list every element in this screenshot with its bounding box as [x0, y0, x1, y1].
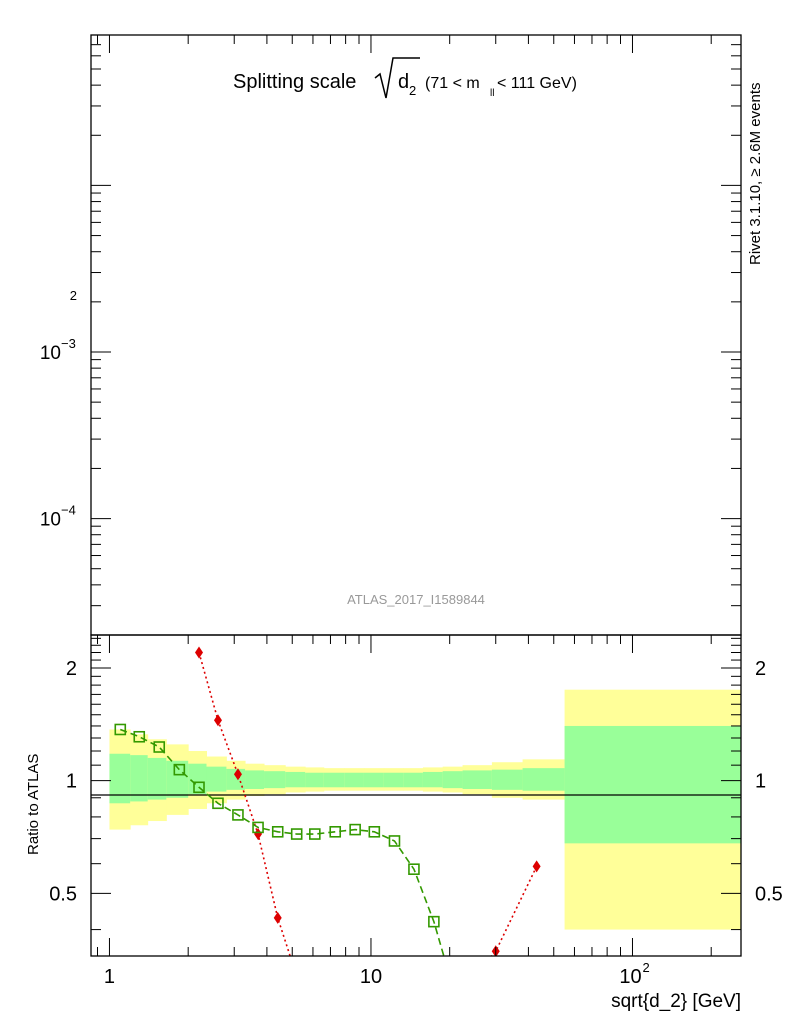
series-3-point [349, 823, 361, 836]
band-inner-bin [285, 771, 306, 788]
series-3-point [114, 723, 127, 736]
series-3-point [408, 863, 420, 875]
chart-title-var-sub: 2 [409, 83, 416, 98]
rivet-label: Rivet 3.1.10, ≥ 2.6M events [747, 83, 764, 266]
series-3-point [290, 828, 303, 840]
series-3-point [133, 730, 146, 743]
series-3-point [212, 797, 224, 810]
series-1-point [273, 911, 282, 924]
main-y-tick-label-exponent: −3 [61, 336, 76, 351]
band-inner-bin [564, 725, 741, 844]
svg-text:Splitting scale: Splitting scale [233, 71, 356, 93]
svg-text:(71 < m: (71 < m [425, 75, 480, 92]
ratio-y-tick-label: 1 [66, 771, 77, 793]
x-axis-label: sqrt{d_2} [GeV] [611, 991, 741, 1012]
series-3-point [309, 828, 321, 840]
series-3-point [173, 763, 186, 776]
series-3-point [232, 809, 244, 821]
band-inner-bin [305, 772, 325, 788]
band-inner-bin [166, 760, 189, 798]
band-inner-bin [403, 772, 424, 788]
band-inner-bin [264, 771, 286, 789]
series-3-point [368, 826, 381, 838]
series-2-point [532, 860, 541, 873]
band-inner-bin [130, 755, 149, 802]
x-tick-label-exponent: 2 [642, 960, 649, 975]
band-inner-bin [422, 771, 444, 788]
svg-text:d: d [398, 71, 409, 93]
ratio-y-tick-label-right: 2 [755, 658, 766, 680]
series-1-point [254, 828, 263, 841]
series-2-point [471, 970, 479, 982]
band-inner-bin [147, 757, 167, 800]
chart-title-range-pre: (71 < m [425, 75, 480, 92]
series-3-point [153, 741, 166, 753]
series-3-line [119, 728, 445, 956]
ratio-y-tick-label: 2 [66, 658, 77, 680]
series-3-point [388, 835, 401, 847]
y-axis-label-ratio: Ratio to ATLAS [25, 754, 42, 855]
band-inner-bin [442, 771, 464, 789]
series-2-line [490, 866, 538, 956]
x-tick-label: 10 [360, 966, 382, 988]
band-inner-bin [462, 770, 493, 789]
main-y-tick-label: 10 [40, 343, 61, 364]
band-inner-bin [363, 772, 385, 788]
band-inner-bin [206, 766, 227, 792]
main-y-tick-label-exponent: −4 [61, 503, 76, 518]
band-inner-bin [383, 772, 404, 788]
ratio-series [114, 646, 541, 982]
series-1-point [195, 646, 204, 659]
band-inner-bin [491, 769, 524, 790]
series-3-point [428, 915, 440, 928]
series-3-point [271, 826, 284, 838]
chart-title: Splitting scale d 2 (71 < m ll < 111 GeV… [233, 57, 577, 99]
svg-text:2: 2 [409, 83, 416, 98]
svg-text:< 111 GeV): < 111 GeV) [497, 75, 577, 92]
series-3-point [329, 826, 342, 838]
band-inner-bin [323, 772, 345, 788]
main-y-tick-label: 10 [40, 510, 61, 531]
chart-title-range-sub: ll [490, 88, 494, 99]
ratio-y-tick-label: 0.5 [49, 883, 77, 905]
band-inner-bin [188, 763, 207, 795]
series-1-point [293, 970, 301, 982]
series-3-point [193, 781, 205, 794]
series-1-point [213, 714, 222, 727]
band-inner-bin [522, 768, 566, 791]
band-inner-bin [245, 770, 265, 789]
ratio-bands [109, 689, 741, 930]
series-3-point [445, 971, 455, 981]
svg-text:ll: ll [490, 88, 494, 99]
x-tick-label: 10 [619, 966, 641, 988]
main-y-tick-label: 2 [70, 288, 77, 303]
sqrt-radical [374, 57, 420, 99]
chart-title-main: Splitting scale [233, 71, 356, 93]
chart-title-range-post: < 111 GeV) [497, 75, 577, 92]
ratio-y-tick-label-right: 1 [755, 771, 766, 793]
ratio-y-tick-label-right: 0.5 [755, 883, 783, 905]
series-1-line [198, 652, 291, 956]
series-3-point [252, 821, 264, 834]
series-1-point [233, 768, 242, 781]
chart-title-var: d [398, 71, 409, 93]
analysis-watermark: ATLAS_2017_I1589844 [347, 592, 485, 607]
band-inner-bin [109, 753, 131, 804]
x-tick-label: 1 [104, 966, 115, 988]
main-panel-frame [90, 34, 742, 636]
ratio-panel-frame [90, 634, 742, 957]
band-inner-bin [344, 772, 365, 788]
